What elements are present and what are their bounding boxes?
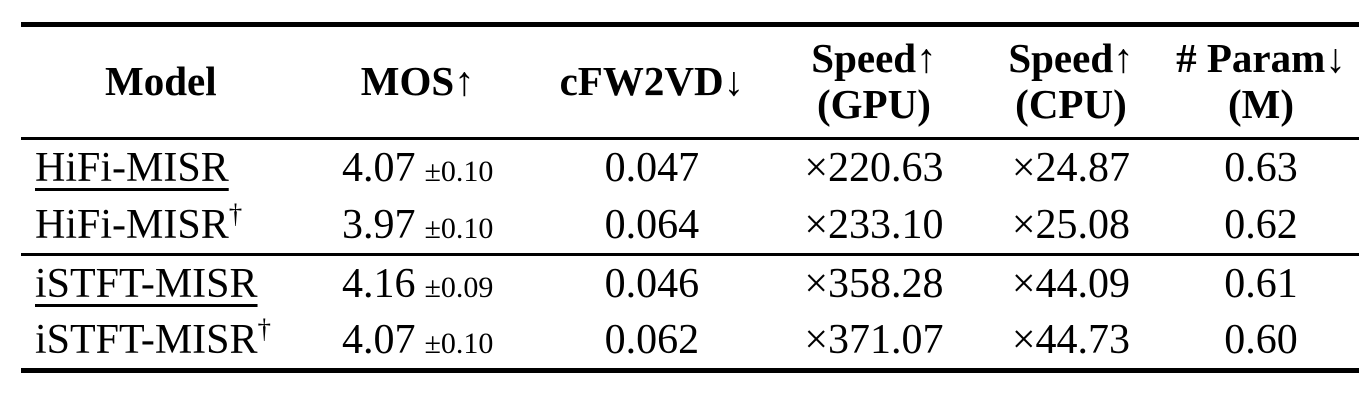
model-cell: iSTFT-MISR: [21, 255, 301, 313]
results-table: Model MOS↑ cFW2VD↓ Speed↑ (GPU) Speed↑ (: [21, 22, 1359, 373]
model-cell: iSTFT-MISR†: [21, 313, 301, 371]
mos-cell: 4.07 ±0.10: [301, 139, 535, 197]
col-header-sublabel: (GPU): [817, 81, 931, 127]
cfw2vd-cell: 0.064: [604, 201, 700, 248]
model-name: iSTFT-MISR: [35, 317, 258, 364]
col-header-sublabel: (M): [1227, 81, 1294, 127]
mos-value: 4.07: [341, 145, 416, 192]
cfw2vd-cell: 0.046: [604, 261, 700, 308]
speed-gpu-cell: ×233.10: [804, 201, 944, 248]
speed-gpu-cell: ×358.28: [804, 261, 944, 308]
col-header-label: Model: [105, 58, 217, 105]
mos-stderr: ±0.10: [424, 155, 494, 189]
col-header-param: # Param↓ (M): [1163, 25, 1359, 139]
table-row: iSTFT-MISR† 4.07 ±0.10 0.062 ×371.07 ×44.…: [21, 313, 1359, 371]
speed-gpu-cell: ×220.63: [804, 145, 944, 192]
cfw2vd-cell: 0.062: [604, 317, 700, 364]
results-table-wrapper: Model MOS↑ cFW2VD↓ Speed↑ (GPU) Speed↑ (: [21, 22, 1359, 373]
cfw2vd-cell: 0.047: [604, 145, 700, 192]
model-cell: HiFi-MISR†: [21, 197, 301, 255]
mos-cell: 3.97 ±0.10: [301, 197, 535, 255]
col-header-label: MOS↑: [360, 58, 475, 105]
mos-stderr: ±0.09: [424, 271, 494, 305]
istft-group: iSTFT-MISR 4.16 ±0.09 0.046 ×358.28 ×44.0…: [21, 255, 1359, 371]
table-header: Model MOS↑ cFW2VD↓ Speed↑ (GPU) Speed↑ (: [21, 25, 1359, 139]
col-header-speed-gpu: Speed↑ (GPU): [769, 25, 979, 139]
model-name: iSTFT-MISR: [35, 261, 258, 308]
col-header-label: # Param↓: [1176, 35, 1346, 82]
speed-gpu-cell: ×371.07: [804, 317, 944, 364]
col-header-cfw2vd: cFW2VD↓: [535, 25, 769, 139]
model-cell: HiFi-MISR: [21, 139, 301, 197]
mos-value: 4.07: [341, 317, 416, 364]
mos-stderr: ±0.10: [424, 327, 494, 361]
dagger-superscript: †: [228, 198, 243, 229]
mos-stderr: ±0.10: [424, 211, 494, 245]
table-row: HiFi-MISR 4.07 ±0.10 0.047 ×220.63 ×24.87…: [21, 139, 1359, 197]
table-row: HiFi-MISR† 3.97 ±0.10 0.064 ×233.10 ×25.0…: [21, 197, 1359, 255]
col-header-model: Model: [21, 25, 301, 139]
mos-cell: 4.16 ±0.09: [301, 255, 535, 313]
dagger-superscript: †: [257, 314, 272, 345]
col-header-label: Speed↑: [1008, 35, 1134, 82]
mos-cell: 4.07 ±0.10: [301, 313, 535, 371]
hifi-group: HiFi-MISR 4.07 ±0.10 0.047 ×220.63 ×24.87…: [21, 139, 1359, 255]
header-row: Model MOS↑ cFW2VD↓ Speed↑ (GPU) Speed↑ (: [21, 25, 1359, 139]
col-header-sublabel: (CPU): [1015, 81, 1127, 127]
mos-value: 4.16: [341, 261, 416, 308]
model-name: HiFi-MISR: [35, 201, 229, 248]
mos-value: 3.97: [341, 201, 416, 248]
param-cell: 0.60: [1224, 317, 1298, 364]
col-header-label: cFW2VD↓: [559, 58, 745, 105]
speed-cpu-cell: ×44.73: [1011, 317, 1131, 364]
speed-cpu-cell: ×25.08: [1011, 201, 1131, 248]
param-cell: 0.62: [1224, 201, 1298, 248]
model-name: HiFi-MISR: [35, 145, 229, 192]
table-row: iSTFT-MISR 4.16 ±0.09 0.046 ×358.28 ×44.0…: [21, 255, 1359, 313]
param-cell: 0.61: [1224, 261, 1298, 308]
param-cell: 0.63: [1224, 145, 1298, 192]
col-header-speed-cpu: Speed↑ (CPU): [979, 25, 1163, 139]
col-header-label: Speed↑: [811, 35, 937, 82]
speed-cpu-cell: ×44.09: [1011, 261, 1131, 308]
speed-cpu-cell: ×24.87: [1011, 145, 1131, 192]
col-header-mos: MOS↑: [301, 25, 535, 139]
